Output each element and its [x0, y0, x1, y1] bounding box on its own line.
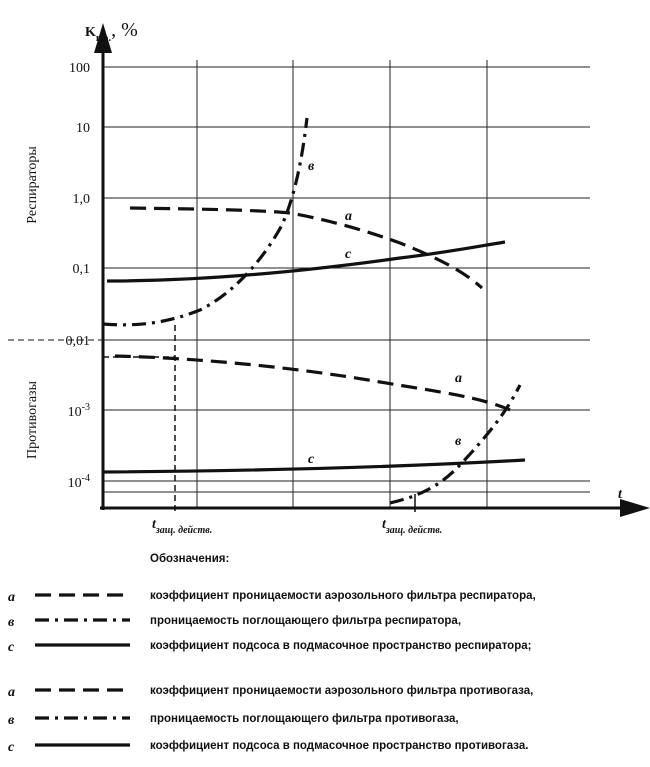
curve-label: в	[308, 159, 315, 174]
legend-text: коэффициент проницаемости аэрозольного ф…	[150, 590, 536, 602]
curve-label: с	[345, 247, 352, 262]
y-label-unit: , %	[111, 19, 138, 41]
curve-label: а	[345, 209, 352, 224]
legend-letter: а	[8, 590, 15, 605]
x-mark-sub: защ. действ.	[385, 525, 442, 536]
curve-labels: а с в а в с	[308, 159, 462, 467]
legend: а коэффициент проницаемости аэрозольного…	[8, 590, 536, 755]
grid	[103, 60, 590, 508]
y-tick-label: 10-4	[68, 473, 90, 491]
curve-label: а	[455, 371, 462, 386]
tick-base: 10	[68, 476, 82, 491]
y-tick-label: 10-3	[68, 402, 90, 420]
x-mark: tзащ. действ.	[382, 517, 442, 536]
curve-label: с	[308, 452, 315, 467]
y-tick-label: 10	[76, 121, 90, 136]
group-label: Респираторы	[25, 146, 40, 224]
curve	[102, 458, 526, 474]
y-ticks: 100 10 1,0 0,1 0,01 10-3 10-4	[66, 61, 91, 491]
y-axis-label: Kпр., %	[85, 19, 138, 44]
tick-exp: -4	[82, 473, 90, 484]
legend-text: проницаемость поглощающего фильтра респи…	[150, 615, 461, 627]
legend-letter: с	[8, 640, 15, 655]
legend-text: коэффициент проницаемости аэрозольного ф…	[150, 685, 533, 697]
legend-letter: а	[8, 685, 15, 700]
y-tick-label: 1,0	[73, 192, 91, 207]
curve-label: в	[455, 434, 462, 449]
tick-exp: -3	[82, 402, 90, 413]
x-mark: tзащ. действ.	[152, 517, 212, 536]
legend-text: проницаемость поглощающего фильтра проти…	[150, 713, 459, 725]
curves	[102, 117, 526, 505]
x-mark-sub: защ. действ.	[155, 525, 212, 536]
curve	[106, 240, 506, 283]
legend-letter: в	[8, 713, 15, 728]
legend-text: коэффициент подсоса в подмасочное простр…	[150, 740, 528, 752]
curve	[389, 384, 522, 505]
y-tick-label: 0,01	[66, 334, 91, 349]
tick-base: 10	[68, 405, 82, 420]
x-axis-label: t	[618, 487, 623, 502]
curve	[129, 206, 484, 290]
x-mark-main: t	[382, 517, 387, 532]
legend-title: Обозначения:	[150, 553, 229, 565]
legend-letter: в	[8, 615, 15, 630]
group-label: Противогазы	[25, 380, 40, 459]
y-tick-label: 100	[69, 61, 90, 76]
legend-letter: с	[8, 740, 15, 755]
legend-text: коэффициент подсоса в подмасочное простр…	[150, 640, 531, 652]
y-tick-label: 0,1	[73, 262, 91, 277]
y-label-sub: пр.	[96, 32, 111, 44]
y-label-main: K	[85, 25, 96, 40]
curve	[102, 117, 309, 327]
x-mark-main: t	[152, 517, 157, 532]
curve	[114, 354, 511, 412]
